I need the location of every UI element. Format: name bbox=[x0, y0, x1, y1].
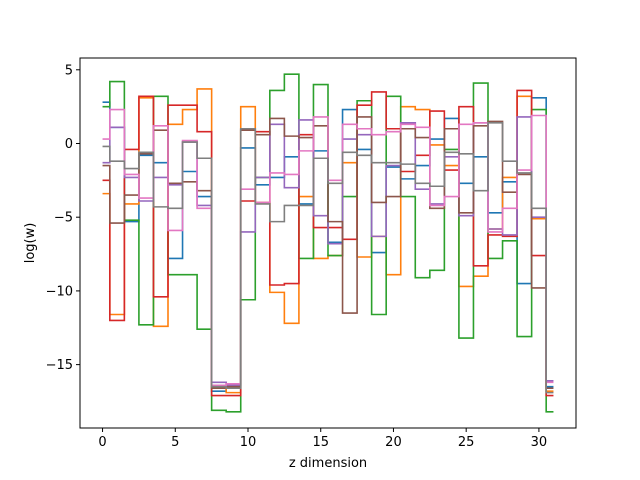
series-line-8 bbox=[102, 122, 554, 394]
series-line-3 bbox=[102, 73, 554, 413]
series-line-7 bbox=[102, 108, 554, 387]
y-tick-label: 5 bbox=[65, 63, 73, 78]
x-tick-label: 20 bbox=[385, 435, 402, 450]
series-layer bbox=[102, 73, 554, 413]
x-tick-label: 0 bbox=[98, 435, 106, 450]
y-tick-label: −5 bbox=[54, 211, 73, 226]
x-tick-label: 15 bbox=[312, 435, 329, 450]
y-ticks: −15 −10 −5 0 5 bbox=[46, 63, 80, 373]
y-tick-label: −10 bbox=[46, 284, 73, 299]
x-ticks: 0 5 10 15 20 25 30 bbox=[98, 428, 547, 450]
y-tick-label: 0 bbox=[65, 137, 73, 152]
plot-frame bbox=[79, 57, 577, 429]
y-axis-label: log(w) bbox=[23, 223, 38, 264]
series-line-2 bbox=[102, 88, 554, 394]
x-tick-label: 10 bbox=[240, 435, 257, 450]
x-axis-label: z dimension bbox=[289, 456, 367, 471]
y-tick-label: −15 bbox=[46, 358, 73, 373]
x-tick-label: 5 bbox=[171, 435, 179, 450]
x-tick-label: 25 bbox=[458, 435, 475, 450]
x-tick-label: 30 bbox=[531, 435, 548, 450]
